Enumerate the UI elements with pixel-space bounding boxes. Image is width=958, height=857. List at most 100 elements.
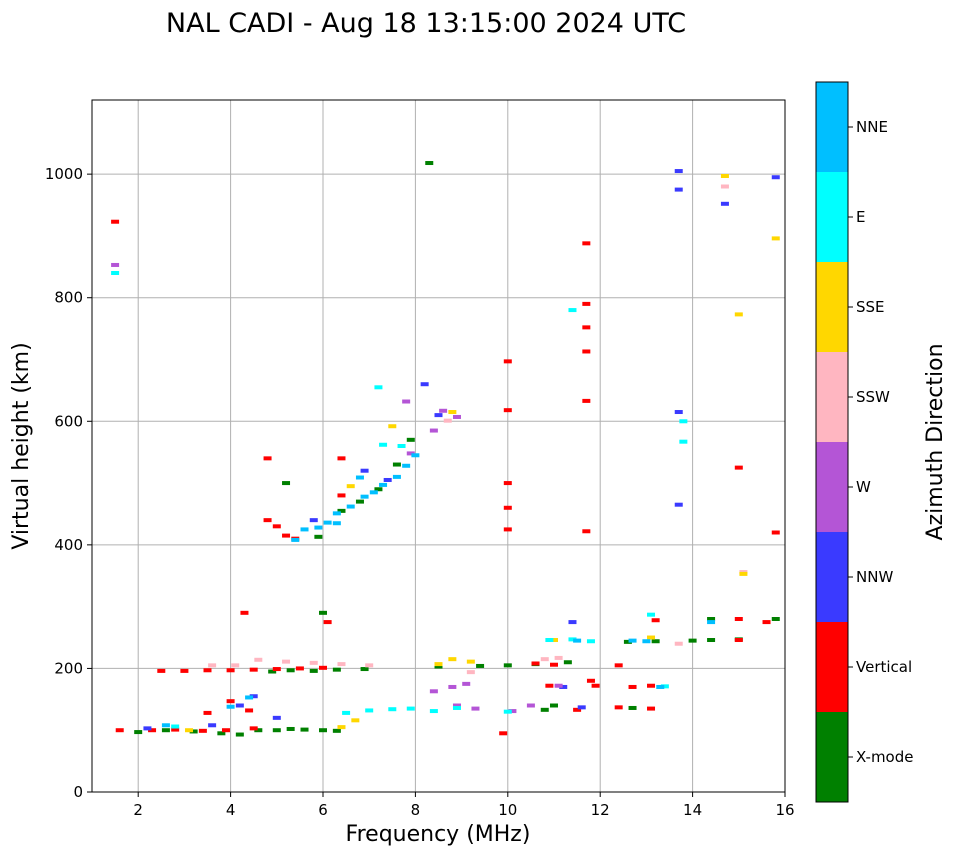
data-point-nnw [577, 705, 586, 710]
data-point-x-mode [319, 610, 327, 615]
data-point-x-mode [332, 728, 341, 733]
data-point-sse [337, 725, 346, 730]
data-point-nne [628, 638, 637, 643]
data-point-x-mode [268, 669, 277, 674]
data-point-x-mode [771, 617, 780, 621]
data-point-nne [369, 490, 378, 495]
data-point-ssw [254, 657, 263, 662]
data-point-x-mode [286, 726, 295, 731]
data-point-sse [739, 571, 748, 576]
data-point-e [452, 705, 461, 710]
colorbar-label: X-mode [856, 748, 913, 766]
data-point-nnw [420, 382, 429, 387]
data-point-nnw [674, 187, 683, 192]
data-point-vertical [734, 638, 743, 643]
data-point-x-mode [628, 705, 637, 710]
data-point-nne [573, 638, 582, 643]
data-point-sse [448, 657, 457, 662]
data-point-nnw [208, 723, 217, 728]
data-point-e [406, 706, 415, 711]
data-point-nne [226, 704, 235, 709]
data-point-sse [388, 424, 397, 429]
data-point-nne [402, 463, 411, 468]
data-point-w [429, 689, 438, 694]
data-point-vertical [531, 661, 540, 666]
colorbar-segment [816, 172, 848, 262]
colorbar-label: SSE [856, 298, 885, 316]
data-point-x-mode [217, 731, 226, 736]
data-point-nnw [434, 413, 443, 418]
colorbar-label: Vertical [856, 658, 912, 676]
data-point-vertical [573, 707, 582, 712]
data-point-vertical [503, 505, 512, 510]
data-point-vertical [651, 618, 660, 623]
data-point-vertical [226, 668, 235, 673]
colorbar-segment [816, 262, 848, 352]
grid-lines [92, 100, 786, 793]
data-point-nne [360, 494, 369, 499]
data-point-vertical [545, 683, 554, 688]
data-point-x-mode [319, 728, 327, 733]
data-point-e [388, 707, 397, 712]
data-point-vertical [111, 219, 120, 224]
data-point-ssw [720, 184, 729, 189]
data-point-e [379, 442, 388, 447]
data-point-x-mode [189, 729, 198, 734]
data-point-nne [707, 620, 716, 625]
data-point-vertical [282, 533, 291, 538]
data-point-vertical [582, 325, 591, 330]
x-tick-label: 2 [133, 801, 143, 819]
data-point-w [526, 703, 535, 708]
colorbar-label: SSW [856, 388, 890, 406]
x-tick-label: 16 [775, 801, 794, 819]
data-point-ssw [554, 655, 563, 660]
data-point-vertical [240, 610, 249, 615]
x-tick-label: 12 [591, 801, 610, 819]
data-point-x-mode [707, 617, 716, 621]
data-point-x-mode [134, 730, 143, 735]
data-point-vertical [203, 668, 212, 673]
data-point-sse [434, 662, 443, 667]
data-point-ssw [365, 663, 374, 668]
data-point-e [679, 419, 688, 424]
data-point-nne [332, 511, 341, 516]
colorbar-segment [816, 82, 848, 172]
data-point-e [429, 709, 438, 714]
data-point-nnw [674, 169, 683, 174]
data-point-x-mode [374, 487, 383, 492]
data-point-e [397, 444, 406, 448]
data-point-vertical [771, 530, 780, 535]
data-point-x-mode [476, 663, 485, 668]
data-point-nnw [272, 715, 281, 720]
data-point-ssw [674, 641, 683, 646]
data-point-vertical [295, 666, 304, 671]
data-point-e [374, 385, 383, 390]
data-point-sse [647, 635, 656, 640]
data-point-x-mode [563, 660, 572, 665]
data-point-nnw [383, 477, 392, 482]
y-axis-ticks: 0 200 400 600 800 1000 [45, 165, 92, 801]
data-point-vertical [245, 708, 254, 713]
data-point-w [429, 428, 438, 433]
data-point-nnw [143, 726, 152, 731]
data-point-e [171, 724, 180, 729]
data-point-x-mode [161, 728, 170, 733]
data-point-sse [550, 638, 558, 643]
data-point-x-mode [503, 663, 512, 668]
data-point-vertical [263, 518, 272, 523]
data-point-nne [332, 521, 341, 526]
y-tick-label: 0 [73, 783, 83, 801]
data-point-vertical [157, 668, 166, 673]
data-point-e [365, 708, 374, 713]
data-point-x-mode [314, 534, 323, 539]
data-point-vertical [249, 726, 258, 731]
data-point-e [647, 612, 656, 617]
colorbar-segment [816, 352, 848, 442]
data-point-vertical [115, 728, 124, 733]
data-point-nnw [360, 468, 369, 473]
data-point-vertical [148, 728, 157, 733]
y-tick-label: 200 [54, 659, 83, 677]
data-point-nne [323, 520, 332, 525]
x-tick-label: 4 [226, 801, 236, 819]
data-point-nne [314, 525, 323, 530]
